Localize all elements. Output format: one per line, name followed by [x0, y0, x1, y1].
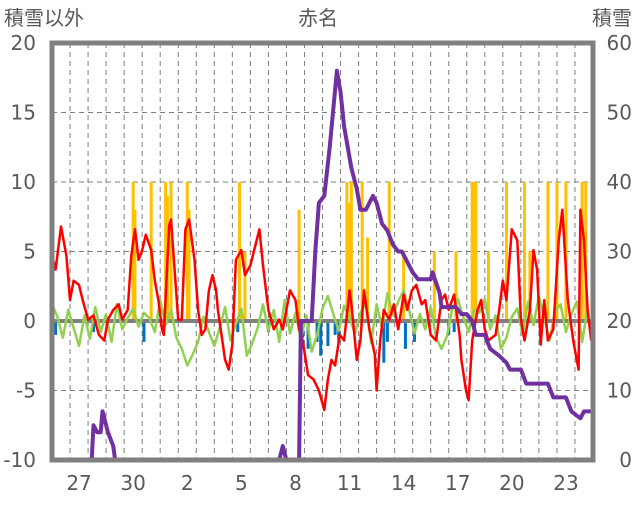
- bar: [164, 182, 168, 321]
- x-tick-label: 27: [66, 471, 91, 495]
- bar: [382, 321, 386, 363]
- x-ticks: 27 30 2 5 8 11 14 17 20 23: [66, 471, 578, 495]
- bar: [169, 182, 173, 321]
- bar: [243, 251, 247, 321]
- plot-border: [49, 40, 596, 463]
- bar: [452, 321, 456, 333]
- x-tick-label: 8: [289, 471, 302, 495]
- bar: [385, 321, 389, 342]
- bar: [142, 321, 146, 342]
- bar: [403, 321, 407, 349]
- bar: [504, 182, 508, 321]
- right-y-ticks: 60 50 40 30 20 10 0: [607, 31, 632, 472]
- right-y-tick-label: 60: [607, 31, 632, 55]
- x-tick-label: 11: [337, 471, 362, 495]
- bar: [454, 251, 458, 321]
- bar: [185, 182, 189, 321]
- bar: [345, 182, 349, 321]
- x-tick-label: 20: [499, 471, 524, 495]
- left-axis-label: 積雪以外: [4, 6, 84, 30]
- bar: [580, 182, 584, 321]
- bar: [470, 182, 474, 321]
- bar: [54, 321, 58, 335]
- bar: [402, 251, 406, 321]
- x-tick-label: 30: [120, 471, 145, 495]
- x-tick-label: 5: [235, 471, 248, 495]
- bar: [522, 182, 526, 321]
- bar: [360, 182, 364, 321]
- series-line-red: [52, 208, 593, 412]
- right-y-tick-label: 0: [619, 448, 632, 472]
- x-tick-label: 23: [553, 471, 578, 495]
- left-y-tick-label: 5: [23, 240, 36, 264]
- bar: [297, 209, 301, 321]
- bar: [474, 182, 478, 321]
- chart-title: 赤名: [298, 6, 338, 30]
- bar: [366, 237, 370, 321]
- bar: [486, 251, 490, 321]
- right-y-tick-label: 10: [607, 379, 632, 403]
- right-y-tick-label: 40: [607, 170, 632, 194]
- bar: [348, 202, 352, 321]
- bar: [528, 251, 532, 321]
- left-y-tick-label: 10: [11, 170, 36, 194]
- right-axis-label: 積雪: [592, 6, 632, 30]
- bar: [349, 182, 353, 321]
- left-y-tick-label: -10: [3, 448, 36, 472]
- left-y-tick-label: 20: [11, 31, 36, 55]
- left-y-tick-label: -5: [16, 379, 36, 403]
- left-y-tick-label: 0: [23, 309, 36, 333]
- series-line-green: [52, 289, 589, 367]
- bar: [133, 209, 137, 321]
- bar: [546, 182, 550, 321]
- gridlines: [52, 43, 593, 460]
- bar: [236, 321, 240, 333]
- bar: [319, 321, 323, 356]
- bar: [187, 209, 191, 321]
- bar: [333, 321, 337, 335]
- x-tick-label: 14: [391, 471, 416, 495]
- right-y-tick-label: 50: [607, 101, 632, 125]
- bar: [326, 321, 330, 347]
- right-y-tick-label: 30: [607, 240, 632, 264]
- bar: [432, 251, 436, 321]
- bar: [91, 321, 95, 333]
- bar: [472, 182, 476, 321]
- left-y-ticks: 20 15 10 5 0 -5 -10: [3, 31, 36, 472]
- x-tick-label: 2: [181, 471, 194, 495]
- right-y-tick-label: 20: [607, 309, 632, 333]
- bar: [387, 182, 391, 321]
- left-y-tick-label: 15: [11, 101, 36, 125]
- x-tick-label: 17: [445, 471, 470, 495]
